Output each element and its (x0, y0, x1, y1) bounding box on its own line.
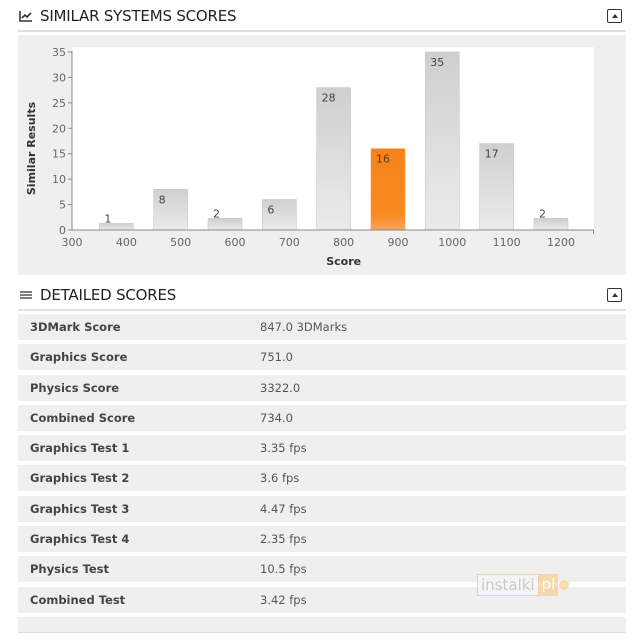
watermark-text: instalki (477, 574, 539, 596)
section-title: SIMILAR SYSTEMS SCORES (40, 7, 237, 25)
score-label: Graphics Test 4 (30, 532, 130, 547)
score-label: Graphics Test 1 (30, 441, 130, 456)
score-value: 4.47 fps (260, 501, 307, 516)
score-value: 847.0 3DMarks (260, 320, 348, 334)
list-icon (18, 287, 34, 303)
score-label: Graphics Test 3 (30, 501, 130, 516)
collapse-up-icon[interactable] (607, 9, 622, 23)
table-row: Graphics Test 2 3.6 fps (18, 465, 626, 492)
svg-text:30: 30 (52, 71, 66, 84)
detailed-scores-header: DETAILED SCORES (18, 281, 626, 311)
table-row: Graphics Test 4 2.35 fps (18, 526, 626, 553)
chart-bar[interactable] (316, 87, 351, 231)
bar-value-label: 6 (267, 203, 274, 216)
score-value: 3.42 fps (260, 592, 307, 607)
watermark-suffix: pl (538, 574, 559, 596)
bar-value-label: 8 (159, 193, 166, 206)
svg-text:400: 400 (116, 236, 137, 249)
score-label: Graphics Test 2 (30, 471, 130, 486)
gear-icon (559, 580, 570, 590)
similar-systems-header: SIMILAR SYSTEMS SCORES (18, 2, 626, 32)
detailed-scores-table: 3DMark Score 847.0 3DMarks Graphics Score… (18, 314, 626, 637)
svg-text:1200: 1200 (547, 236, 575, 249)
table-row: 3DMark Score 847.0 3DMarks (18, 314, 626, 340)
svg-text:300: 300 (62, 236, 83, 249)
bar-value-label: 1 (104, 212, 111, 225)
bar-value-label: 28 (322, 92, 336, 105)
svg-text:1100: 1100 (493, 236, 521, 249)
table-row: Physics Score 3322.0 (18, 374, 626, 401)
svg-text:500: 500 (170, 236, 191, 249)
score-label: Combined Test (30, 592, 126, 607)
score-value: 3.35 fps (260, 441, 307, 456)
svg-text:Score: Score (326, 255, 361, 268)
bar-value-label: 16 (376, 153, 390, 166)
table-row: Combined Score 734.0 (18, 404, 626, 431)
score-value: 734.0 (260, 410, 293, 425)
similar-systems-chart: 1 8 2 6 28 16 35 17 2 0 5 10 15 20 25 30 35 300 400 500 600 7… (18, 35, 626, 275)
score-value: 2.35 fps (260, 532, 307, 547)
score-label: Physics Score (30, 380, 120, 395)
section-title: DETAILED SCORES (40, 286, 177, 304)
score-value: 3.6 fps (260, 471, 300, 486)
table-footer-row (18, 616, 626, 633)
score-label: Combined Score (30, 410, 136, 425)
svg-text:15: 15 (52, 148, 66, 161)
chart-bar[interactable] (153, 189, 188, 231)
bar-value-label: 2 (213, 207, 220, 220)
svg-text:20: 20 (52, 122, 66, 135)
collapse-up-icon[interactable] (607, 288, 622, 302)
score-value: 10.5 fps (260, 562, 307, 577)
svg-text:800: 800 (333, 236, 354, 249)
watermark-logo: instalki pl (477, 574, 570, 596)
svg-text:5: 5 (59, 199, 66, 212)
svg-text:0: 0 (59, 224, 66, 237)
svg-text:1000: 1000 (438, 236, 466, 249)
svg-text:700: 700 (279, 236, 300, 249)
score-value: 3322.0 (260, 380, 301, 395)
svg-text:10: 10 (52, 173, 66, 186)
chart-bar[interactable] (479, 143, 514, 231)
svg-text:600: 600 (224, 236, 245, 249)
bar-value-label: 2 (539, 207, 546, 220)
score-label: 3DMark Score (30, 320, 121, 334)
score-value: 751.0 (260, 350, 293, 365)
chart-bar[interactable] (425, 51, 460, 231)
score-label: Graphics Score (30, 350, 128, 365)
score-label: Physics Test (30, 562, 110, 577)
table-row: Graphics Test 1 3.35 fps (18, 435, 626, 462)
svg-text:Similar Results: Similar Results (25, 101, 38, 195)
chart-bar[interactable] (370, 148, 406, 231)
svg-text:900: 900 (387, 236, 408, 249)
bar-value-label: 17 (485, 148, 499, 161)
svg-text:35: 35 (52, 46, 66, 59)
chart-bar[interactable] (262, 199, 297, 231)
line-chart-icon (18, 8, 34, 24)
table-row: Graphics Test 3 4.47 fps (18, 495, 626, 522)
table-row: Graphics Score 751.0 (18, 344, 626, 371)
svg-text:25: 25 (52, 97, 66, 110)
bar-value-label: 35 (430, 56, 444, 69)
